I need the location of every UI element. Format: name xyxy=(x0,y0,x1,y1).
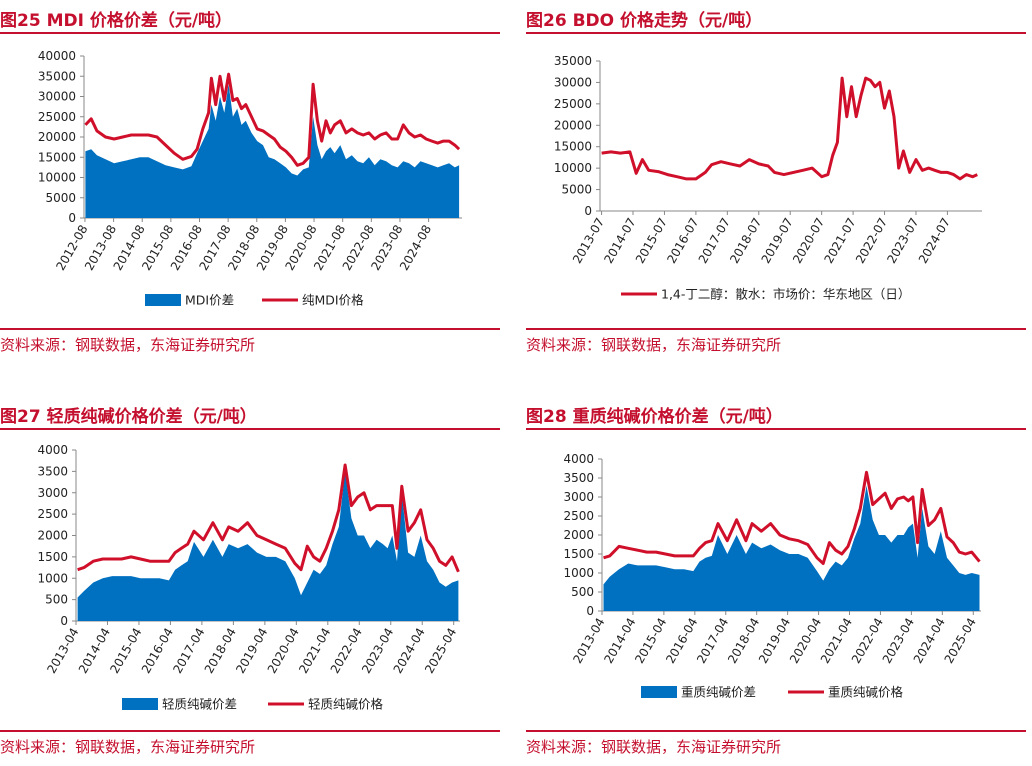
y-tick-label: 1500 xyxy=(563,547,594,561)
y-tick-label: 0 xyxy=(584,204,592,218)
y-tick-label: 4000 xyxy=(563,452,594,466)
legend-label: 重质纯碱价格 xyxy=(828,685,904,700)
chart-light-soda: 050010001500200025003000350040002013-042… xyxy=(37,443,460,712)
legend-label: 1,4-丁二醇：散水：市场价：华东地区（日） xyxy=(661,287,910,302)
y-tick-label: 500 xyxy=(571,585,594,599)
source-rule xyxy=(526,730,1026,732)
y-tick-label: 1000 xyxy=(37,571,68,585)
panel-bdo: 图26 BDO 价格走势（元/吨） 0 5000 10000 15000 20000 25… xyxy=(526,0,1026,370)
chart-title: 图28 重质纯碱价格价差（元/吨） xyxy=(526,407,783,427)
chart-heavy-soda: 050010001500200025003000350040002013-042… xyxy=(563,452,981,700)
legend-label: 轻质纯碱价格 xyxy=(308,697,384,712)
y-tick-label: 10000 xyxy=(554,161,592,175)
source-rule xyxy=(0,730,500,732)
source-note: 资料来源：钢联数据，东海证券研究所 xyxy=(0,336,256,354)
chart-title: 图26 BDO 价格走势（元/吨） xyxy=(526,11,763,31)
y-tick-label: 2500 xyxy=(563,509,594,523)
legend-label: 轻质纯碱价差 xyxy=(162,697,237,712)
source-rule xyxy=(0,328,500,330)
series-line-1 xyxy=(601,76,978,181)
y-tick-label: 3500 xyxy=(37,464,68,478)
series-area-0 xyxy=(85,84,460,218)
y-tick-label: 25000 xyxy=(554,97,592,111)
legend-label: 重质纯碱价差 xyxy=(681,685,756,700)
chart-title: 图27 轻质纯碱价格价差（元/吨） xyxy=(0,407,257,427)
y-tick-label: 20000 xyxy=(554,118,592,132)
source-note: 资料来源：钢联数据，东海证券研究所 xyxy=(0,738,256,756)
y-tick-label: 3000 xyxy=(563,490,594,504)
legend-label: 纯MDI价格 xyxy=(302,293,364,308)
x-tick-label: 2024-07 xyxy=(916,216,953,266)
series-line-2 xyxy=(77,463,460,573)
y-tick-label: 2500 xyxy=(37,507,68,521)
panel-heavy-soda: 图28 重质纯碱价格价差（元/吨） 0 500 1000 1500 2000 2500 30… xyxy=(526,396,1026,766)
series-line-3 xyxy=(603,470,981,565)
source-rule xyxy=(526,328,1026,330)
y-tick-label: 3500 xyxy=(563,471,594,485)
legend-swatch-area xyxy=(641,686,677,698)
y-tick-label: 4000 xyxy=(37,443,68,457)
y-tick-label: 15000 xyxy=(554,140,592,154)
y-tick-label: 30000 xyxy=(554,75,592,89)
y-tick-label: 500 xyxy=(45,593,68,607)
chart-title: 图25 MDI 价格价差（元/吨） xyxy=(0,11,233,31)
y-tick-label: 30000 xyxy=(38,90,76,104)
y-tick-label: 2000 xyxy=(563,528,594,542)
y-tick-label: 15000 xyxy=(38,150,76,164)
y-tick-label: 5000 xyxy=(561,183,592,197)
y-tick-label: 2000 xyxy=(37,529,68,543)
series-line-0 xyxy=(84,72,461,167)
y-tick-label: 0 xyxy=(586,604,594,618)
y-tick-label: 20000 xyxy=(38,130,76,144)
panel-light-soda: 图27 轻质纯碱价格价差（元/吨） 0 500 1000 1500 2000 2500 30… xyxy=(0,396,500,766)
y-tick-label: 5000 xyxy=(45,191,76,205)
title-rule xyxy=(0,32,500,34)
x-tick-label: 2025-04 xyxy=(422,626,459,676)
y-tick-label: 0 xyxy=(60,614,68,628)
y-tick-label: 35000 xyxy=(38,69,76,83)
y-tick-label: 0 xyxy=(68,211,76,225)
y-tick-label: 40000 xyxy=(38,49,76,63)
legend-swatch-area xyxy=(122,698,158,710)
y-tick-label: 1500 xyxy=(37,550,68,564)
y-tick-label: 25000 xyxy=(38,110,76,124)
title-rule xyxy=(0,428,500,430)
y-tick-label: 3000 xyxy=(37,486,68,500)
y-tick-label: 35000 xyxy=(554,54,592,68)
y-tick-label: 1000 xyxy=(563,566,594,580)
panel-mdi: 图25 MDI 价格价差（元/吨） 0 5000 10000 15000 20000 25… xyxy=(0,0,500,370)
title-rule xyxy=(526,32,1026,34)
legend-swatch-area xyxy=(145,294,181,306)
series-area-2 xyxy=(77,471,459,621)
legend-label: MDI价差 xyxy=(185,293,234,308)
chart-bdo: 050001000015000200002500030000350002013-… xyxy=(554,54,982,302)
title-rule xyxy=(526,428,1026,430)
source-note: 资料来源：钢联数据，东海证券研究所 xyxy=(526,738,782,756)
chart-mdi: 0 5000 10000 15000 20000 25000 30000 35000 40000… xyxy=(38,49,462,308)
y-tick-label: 10000 xyxy=(38,171,76,185)
series-area-3 xyxy=(603,485,980,611)
source-note: 资料来源：钢联数据，东海证券研究所 xyxy=(526,336,782,354)
